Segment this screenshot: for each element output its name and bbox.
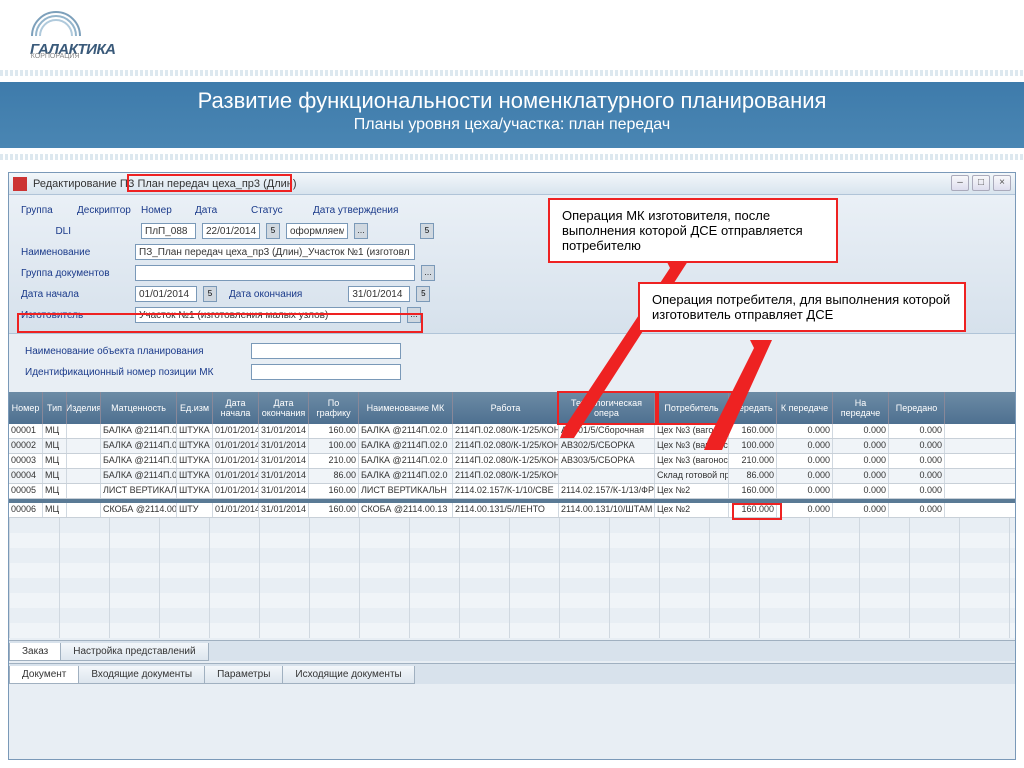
bottom-tabs-2: ДокументВходящие документыПараметрыИсход… xyxy=(9,663,1015,684)
window-close-button[interactable]: × xyxy=(993,175,1011,191)
search-area: Наименование объекта планирования Иденти… xyxy=(9,334,1015,392)
window-title: Редактирование ПЗ План передач цеха_пр3 … xyxy=(33,178,297,190)
grid-col-header[interactable]: На передаче xyxy=(833,392,889,424)
callout-manufacturer-op: Операция МК изготовителя, после выполнен… xyxy=(548,198,838,263)
tab[interactable]: Исходящие документы xyxy=(282,666,414,684)
number-field[interactable] xyxy=(141,223,196,239)
label-number: Номер xyxy=(141,205,189,216)
obj-name-search[interactable] xyxy=(251,343,401,359)
date-field[interactable] xyxy=(202,223,260,239)
approved-picker-button[interactable]: 5 xyxy=(420,223,434,239)
doc-group-field[interactable] xyxy=(135,265,415,281)
date-picker-button[interactable]: 5 xyxy=(266,223,280,239)
tab[interactable]: Документ xyxy=(9,666,79,684)
doc-group-picker[interactable]: … xyxy=(421,265,435,281)
label-manufacturer: Изготовитель xyxy=(21,310,129,321)
status-field[interactable] xyxy=(286,223,348,239)
grid-col-header[interactable]: Ед.изм xyxy=(177,392,213,424)
label-date-approved: Дата утверждения xyxy=(313,205,398,216)
table-row[interactable]: 00002МЦБАЛКА @2114П.02.080ШТУКА01/01/201… xyxy=(9,439,1015,454)
date-end-picker[interactable]: 5 xyxy=(416,286,430,302)
grid-col-header[interactable]: Передано xyxy=(889,392,945,424)
label-date-end: Дата окончания xyxy=(229,289,302,300)
page-subtitle: Планы уровня цеха/участка: план передач xyxy=(0,116,1024,134)
tab[interactable]: Входящие документы xyxy=(78,666,205,684)
label-status: Статус xyxy=(251,205,307,216)
label-date: Дата xyxy=(195,205,245,216)
table-row[interactable]: 00006МЦСКОБА @2114.00.131ШТУ01/01/201431… xyxy=(9,503,1015,518)
grid-col-header[interactable]: Тип xyxy=(43,392,67,424)
table-row[interactable]: 00004МЦБАЛКА @2114П.02.080ШТУКА01/01/201… xyxy=(9,469,1015,484)
label-mk-id: Идентификационный номер позиции МК xyxy=(25,367,245,378)
grid-col-header[interactable]: По графику xyxy=(309,392,359,424)
grid-col-header[interactable]: Наименование МК xyxy=(359,392,453,424)
grid-body: 00001МЦБАЛКА @2114П.02.080ШТУКА01/01/201… xyxy=(9,424,1015,499)
tab[interactable]: Параметры xyxy=(204,666,283,684)
grid-separator-row: 00006МЦСКОБА @2114.00.131ШТУ01/01/201431… xyxy=(9,503,1015,518)
label-dli: DLI xyxy=(21,226,71,237)
grid-col-header[interactable]: Потребитель xyxy=(655,392,729,424)
data-grid: НомерТипИзделияМатценностьЕд.измДата нач… xyxy=(9,392,1015,638)
bottom-tabs-1: ЗаказНастройка представлений xyxy=(9,640,1015,661)
grid-col-header[interactable]: Номер xyxy=(9,392,43,424)
grid-col-header[interactable]: Дата начала xyxy=(213,392,259,424)
window-maximize-button[interactable]: □ xyxy=(972,175,990,191)
grid-col-header[interactable]: Изделия xyxy=(67,392,101,424)
tab[interactable]: Настройка представлений xyxy=(60,643,208,661)
decor-stripe xyxy=(0,154,1024,160)
title-band: Развитие функциональности номенклатурног… xyxy=(0,82,1024,148)
name-field[interactable] xyxy=(135,244,415,260)
grid-col-header[interactable]: Матценность xyxy=(101,392,177,424)
status-picker-button[interactable]: … xyxy=(354,223,368,239)
app-icon xyxy=(13,177,27,191)
table-row[interactable]: 00003МЦБАЛКА @2114П.02.080ШТУКА01/01/201… xyxy=(9,454,1015,469)
date-end-field[interactable] xyxy=(348,286,410,302)
page-title: Развитие функциональности номенклатурног… xyxy=(0,88,1024,114)
logo-corp: КОРПОРАЦИЯ xyxy=(31,53,80,60)
logo: КОРПОРАЦИЯ ГАЛАКТИКА xyxy=(30,10,116,58)
label-desc: Дескриптор xyxy=(77,205,135,216)
label-name: Наименование xyxy=(21,247,129,258)
logo-arc-icon xyxy=(30,10,86,38)
table-row[interactable]: 00001МЦБАЛКА @2114П.02.080ШТУКА01/01/201… xyxy=(9,424,1015,439)
label-obj-name: Наименование объекта планирования xyxy=(25,346,245,357)
table-row[interactable]: 00005МЦЛИСТ ВЕРТИКАЛЬНЫЙШТУКА01/01/20143… xyxy=(9,484,1015,499)
label-doc-group: Группа документов xyxy=(21,268,129,279)
label-date-start: Дата начала xyxy=(21,289,129,300)
manufacturer-field[interactable] xyxy=(135,307,401,323)
window-titlebar: Редактирование ПЗ План передач цеха_пр3 … xyxy=(9,173,1015,195)
tab[interactable]: Заказ xyxy=(9,643,61,661)
grid-col-header[interactable]: Технологическая опера xyxy=(559,392,655,424)
grid-col-header[interactable]: Дата окончания xyxy=(259,392,309,424)
date-start-field[interactable] xyxy=(135,286,197,302)
callout-consumer-op: Операция потребителя, для выполнения кот… xyxy=(638,282,966,332)
grid-col-header[interactable]: Работа xyxy=(453,392,559,424)
grid-header: НомерТипИзделияМатценностьЕд.измДата нач… xyxy=(9,392,1015,424)
grid-col-header[interactable]: К передаче xyxy=(777,392,833,424)
decor-stripe xyxy=(0,70,1024,76)
date-start-picker[interactable]: 5 xyxy=(203,286,217,302)
manufacturer-picker[interactable]: … xyxy=(407,307,421,323)
label-group: Группа xyxy=(21,205,71,216)
window-minimize-button[interactable]: – xyxy=(951,175,969,191)
grid-empty-rows xyxy=(9,518,1015,638)
grid-col-header[interactable]: Передать xyxy=(729,392,777,424)
app-window: Редактирование ПЗ План передач цеха_пр3 … xyxy=(8,172,1016,760)
mk-id-search[interactable] xyxy=(251,364,401,380)
